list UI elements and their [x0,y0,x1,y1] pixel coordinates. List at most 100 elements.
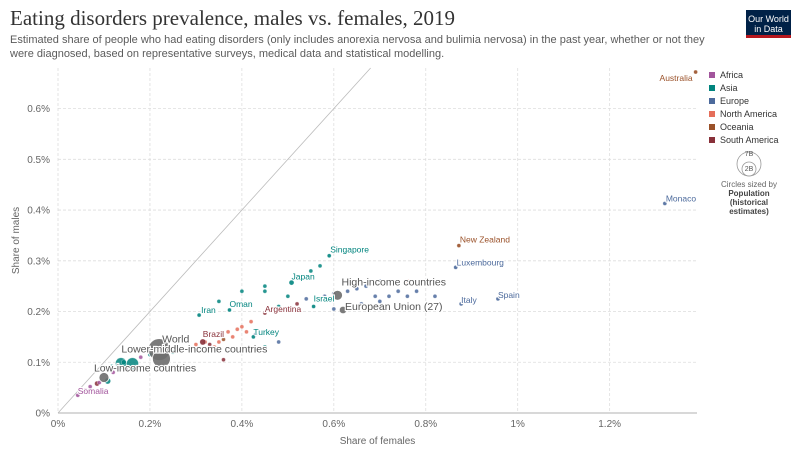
data-point [363,284,369,289]
y-tick-label: 0.5% [27,155,50,166]
legend-item-asia[interactable]: Asia [709,81,779,94]
data-point [124,367,130,373]
owid-logo[interactable]: Our World in Data [746,10,791,38]
point-label: Spain [498,290,520,300]
y-tick-label: 0% [36,409,51,420]
data-point [244,329,249,334]
data-point [138,355,143,360]
data-point [414,289,419,294]
data-point [152,349,171,369]
data-point [170,349,176,355]
data-point [225,329,231,334]
data-point [308,268,313,274]
data-point [83,388,88,393]
data-point [693,69,698,75]
data-point [221,337,226,342]
data-point [332,289,343,301]
data-point [75,393,80,398]
legend-swatch [709,97,715,104]
data-point [199,338,206,346]
data-point [121,359,127,365]
y-tick-label: 0.1% [27,358,50,369]
size-legend-circles: 7B 2B [736,151,762,177]
grid-layer [57,68,697,414]
data-point [331,306,336,312]
data-point [288,279,295,286]
data-point [207,342,212,347]
y-tick-label: 0.3% [27,256,50,267]
point-label: Turkey [253,327,279,337]
data-point [322,294,327,299]
x-axis-title: Share of females [340,436,416,447]
data-point [662,201,667,206]
y-tick-label: 0.6% [27,104,50,115]
data-point [386,294,392,299]
legend-item-north-america[interactable]: North America [709,107,779,120]
legend-swatch [709,84,715,91]
x-tick-label: 0.2% [139,419,162,430]
data-point [239,289,245,294]
legend-label: North America [720,108,778,119]
data-point [235,327,240,332]
data-point [230,334,235,340]
data-point [377,299,382,304]
data-point [276,339,281,345]
data-point [251,334,256,340]
size-legend-small-label: 2B [745,166,754,173]
points-layer [75,69,698,398]
chart-title: Eating disorders prevalence, males vs. f… [10,6,455,30]
point-labels-layer: Australia Monaco New Zealand Singapore Luxem… [77,72,698,397]
data-point [262,289,268,294]
x-tick-label: 0% [51,419,66,430]
point-label: Low-income countries [94,362,196,374]
x-tick-label: 0.4% [230,419,253,430]
x-tick-label: 1% [510,419,525,430]
size-legend-big-label: 7B [745,151,754,158]
point-label: Japan [292,272,315,282]
data-point [216,339,222,345]
point-label: Brazil [203,329,224,339]
point-label: Iran [201,305,216,315]
data-point [345,289,350,294]
point-label: Italy [461,295,477,305]
y-axis-title: Share of males [11,207,22,274]
equal-share-reference-line [57,67,371,414]
data-point [294,301,300,307]
legend-swatch [709,71,715,78]
legend-swatch [709,136,715,143]
data-point [423,278,428,284]
data-point [304,296,309,301]
data-point [239,324,245,329]
point-label: Australia [660,73,693,83]
reference-line-layer [57,67,371,414]
legend-item-europe[interactable]: Europe [709,94,779,107]
data-point [354,286,359,291]
data-point [456,243,462,248]
axis-layer: 0% 0.1% 0.2% 0.3% 0.4% 0.5% 0.6% 0% 0.2% 0.4% 0.6%… [11,104,621,447]
data-point [459,301,464,307]
point-label: World [162,334,189,346]
size-legend: 7B 2B Circles sized by Population (histo… [703,148,795,216]
data-point [97,380,102,385]
data-point [179,347,185,352]
x-tick-label: 1.2% [598,419,621,430]
legend-item-south-america[interactable]: South America [709,133,779,146]
data-point [432,294,438,299]
data-point [262,284,268,289]
data-point [339,306,347,314]
data-point [317,263,323,269]
data-point [405,278,410,284]
legend-label: Oceania [720,121,754,132]
data-point [212,344,217,350]
legend-label: South America [720,134,779,145]
legend-item-oceania[interactable]: Oceania [709,120,779,133]
legend-item-africa[interactable]: Africa [709,68,779,81]
data-point [262,344,268,350]
logo-line-2: in Data [754,24,783,34]
data-point [111,370,116,375]
point-label: Somalia [78,386,109,396]
data-point [285,294,291,299]
legend-label: Asia [720,82,738,93]
legend-swatch [709,123,715,130]
